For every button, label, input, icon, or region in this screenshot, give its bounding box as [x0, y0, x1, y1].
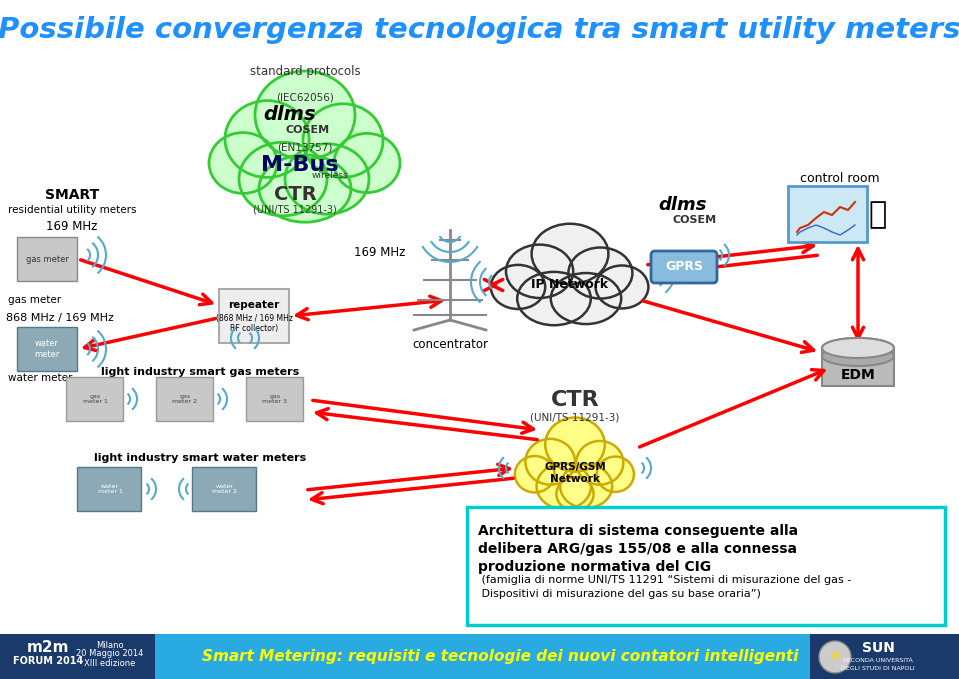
Text: SECONDA UNIVERSITÀ: SECONDA UNIVERSITÀ [843, 659, 913, 663]
Text: SMART: SMART [45, 188, 99, 202]
FancyBboxPatch shape [651, 251, 717, 283]
Ellipse shape [822, 338, 894, 358]
FancyBboxPatch shape [192, 467, 256, 511]
Text: RF collector): RF collector) [230, 323, 278, 333]
Ellipse shape [239, 142, 327, 216]
Text: light industry smart water meters: light industry smart water meters [94, 453, 306, 463]
Ellipse shape [334, 133, 400, 193]
Text: ☀: ☀ [828, 648, 842, 666]
Text: produzione normativa del CIG: produzione normativa del CIG [478, 560, 712, 574]
Text: DEGLI STUDI DI NAPOLI: DEGLI STUDI DI NAPOLI [841, 667, 915, 672]
Text: FORUM 2014: FORUM 2014 [12, 656, 83, 666]
Text: delibera ARG/gas 155/08 e alla connessa: delibera ARG/gas 155/08 e alla connessa [478, 542, 797, 556]
Text: (famiglia di norme UNI/TS 11291 “Sistemi di misurazione del gas -: (famiglia di norme UNI/TS 11291 “Sistemi… [478, 575, 852, 585]
Ellipse shape [303, 104, 383, 177]
Ellipse shape [517, 272, 591, 325]
FancyBboxPatch shape [246, 377, 303, 421]
Ellipse shape [822, 338, 894, 358]
Text: Milano: Milano [96, 640, 124, 650]
Text: (IEC62056): (IEC62056) [276, 92, 334, 102]
Text: wireless: wireless [312, 170, 348, 179]
Text: control room: control room [800, 172, 879, 185]
Text: concentrator: concentrator [412, 339, 488, 352]
FancyBboxPatch shape [17, 327, 77, 371]
Text: residential utility meters: residential utility meters [8, 205, 136, 215]
Text: (UNI/TS 11291-3): (UNI/TS 11291-3) [530, 413, 620, 423]
Text: (EN13757): (EN13757) [277, 143, 333, 153]
Text: CTR: CTR [273, 185, 316, 204]
FancyBboxPatch shape [66, 377, 123, 421]
Text: water
meter 2: water meter 2 [213, 483, 238, 494]
Text: m2m: m2m [27, 640, 69, 655]
FancyBboxPatch shape [77, 467, 141, 511]
Ellipse shape [560, 464, 612, 508]
Ellipse shape [515, 456, 554, 492]
Ellipse shape [822, 346, 894, 366]
Text: Smart Metering: requisiti e tecnologie dei nuovi contatori intelligenti: Smart Metering: requisiti e tecnologie d… [201, 650, 798, 665]
Text: 169 MHz: 169 MHz [46, 221, 98, 234]
Text: 169 MHz: 169 MHz [354, 246, 406, 259]
Ellipse shape [531, 224, 608, 284]
Ellipse shape [536, 463, 591, 509]
Text: (868 MHz / 169 MHz: (868 MHz / 169 MHz [216, 314, 292, 323]
Ellipse shape [259, 155, 351, 222]
Text: Dispositivi di misurazione del gas su base oraria”): Dispositivi di misurazione del gas su ba… [478, 589, 760, 599]
Text: GPRS/GSM
Network: GPRS/GSM Network [544, 462, 606, 484]
Ellipse shape [255, 71, 355, 159]
Text: 868 MHz / 169 MHz: 868 MHz / 169 MHz [6, 313, 114, 323]
Ellipse shape [209, 132, 277, 194]
Ellipse shape [596, 456, 634, 492]
Text: Architettura di sistema conseguente alla: Architettura di sistema conseguente alla [478, 524, 798, 538]
Text: CTR: CTR [550, 390, 599, 410]
Ellipse shape [556, 477, 594, 511]
Ellipse shape [506, 244, 573, 298]
Text: GPRS: GPRS [665, 261, 703, 274]
Text: repeater: repeater [228, 300, 280, 310]
Ellipse shape [285, 144, 369, 214]
Text: dlms: dlms [264, 105, 316, 124]
Text: 👤: 👤 [869, 200, 887, 230]
Ellipse shape [596, 265, 648, 308]
FancyBboxPatch shape [822, 348, 894, 386]
Text: SUN: SUN [861, 641, 895, 655]
Text: water
meter: water meter [35, 340, 59, 359]
Ellipse shape [546, 418, 605, 472]
Ellipse shape [550, 273, 621, 324]
Ellipse shape [225, 100, 309, 177]
Ellipse shape [526, 439, 575, 485]
FancyBboxPatch shape [0, 634, 959, 679]
Text: standard protocols: standard protocols [249, 65, 361, 79]
Text: XIII edizione: XIII edizione [84, 659, 135, 667]
FancyBboxPatch shape [810, 634, 959, 679]
Text: water meter: water meter [8, 373, 72, 383]
Ellipse shape [569, 248, 632, 299]
Text: EDM: EDM [841, 368, 876, 382]
Text: water
meter 1: water meter 1 [98, 483, 123, 494]
FancyBboxPatch shape [219, 289, 289, 343]
Ellipse shape [576, 441, 623, 485]
Text: gas
meter 2: gas meter 2 [173, 394, 198, 405]
FancyBboxPatch shape [17, 237, 77, 281]
Text: COSEM: COSEM [286, 125, 330, 135]
Text: gas meter: gas meter [8, 295, 61, 305]
Text: gas meter: gas meter [26, 255, 68, 263]
Text: light industry smart gas meters: light industry smart gas meters [101, 367, 299, 377]
Circle shape [819, 641, 851, 673]
FancyBboxPatch shape [156, 377, 213, 421]
Text: 20 Maggio 2014: 20 Maggio 2014 [77, 650, 144, 659]
FancyBboxPatch shape [788, 186, 867, 242]
Text: M-Bus: M-Bus [261, 155, 339, 175]
Text: Possibile convergenza tecnologica tra smart utility meters: Possibile convergenza tecnologica tra sm… [0, 16, 959, 44]
Text: (UNI/TS 11291-3): (UNI/TS 11291-3) [253, 205, 337, 215]
Text: dlms: dlms [659, 196, 707, 214]
Text: COSEM: COSEM [673, 215, 717, 225]
Text: gas
meter 3: gas meter 3 [263, 394, 288, 405]
Ellipse shape [491, 265, 546, 309]
Text: gas
meter 1: gas meter 1 [82, 394, 107, 405]
FancyBboxPatch shape [0, 634, 155, 679]
Text: IP Network: IP Network [531, 278, 609, 291]
FancyBboxPatch shape [467, 507, 945, 625]
